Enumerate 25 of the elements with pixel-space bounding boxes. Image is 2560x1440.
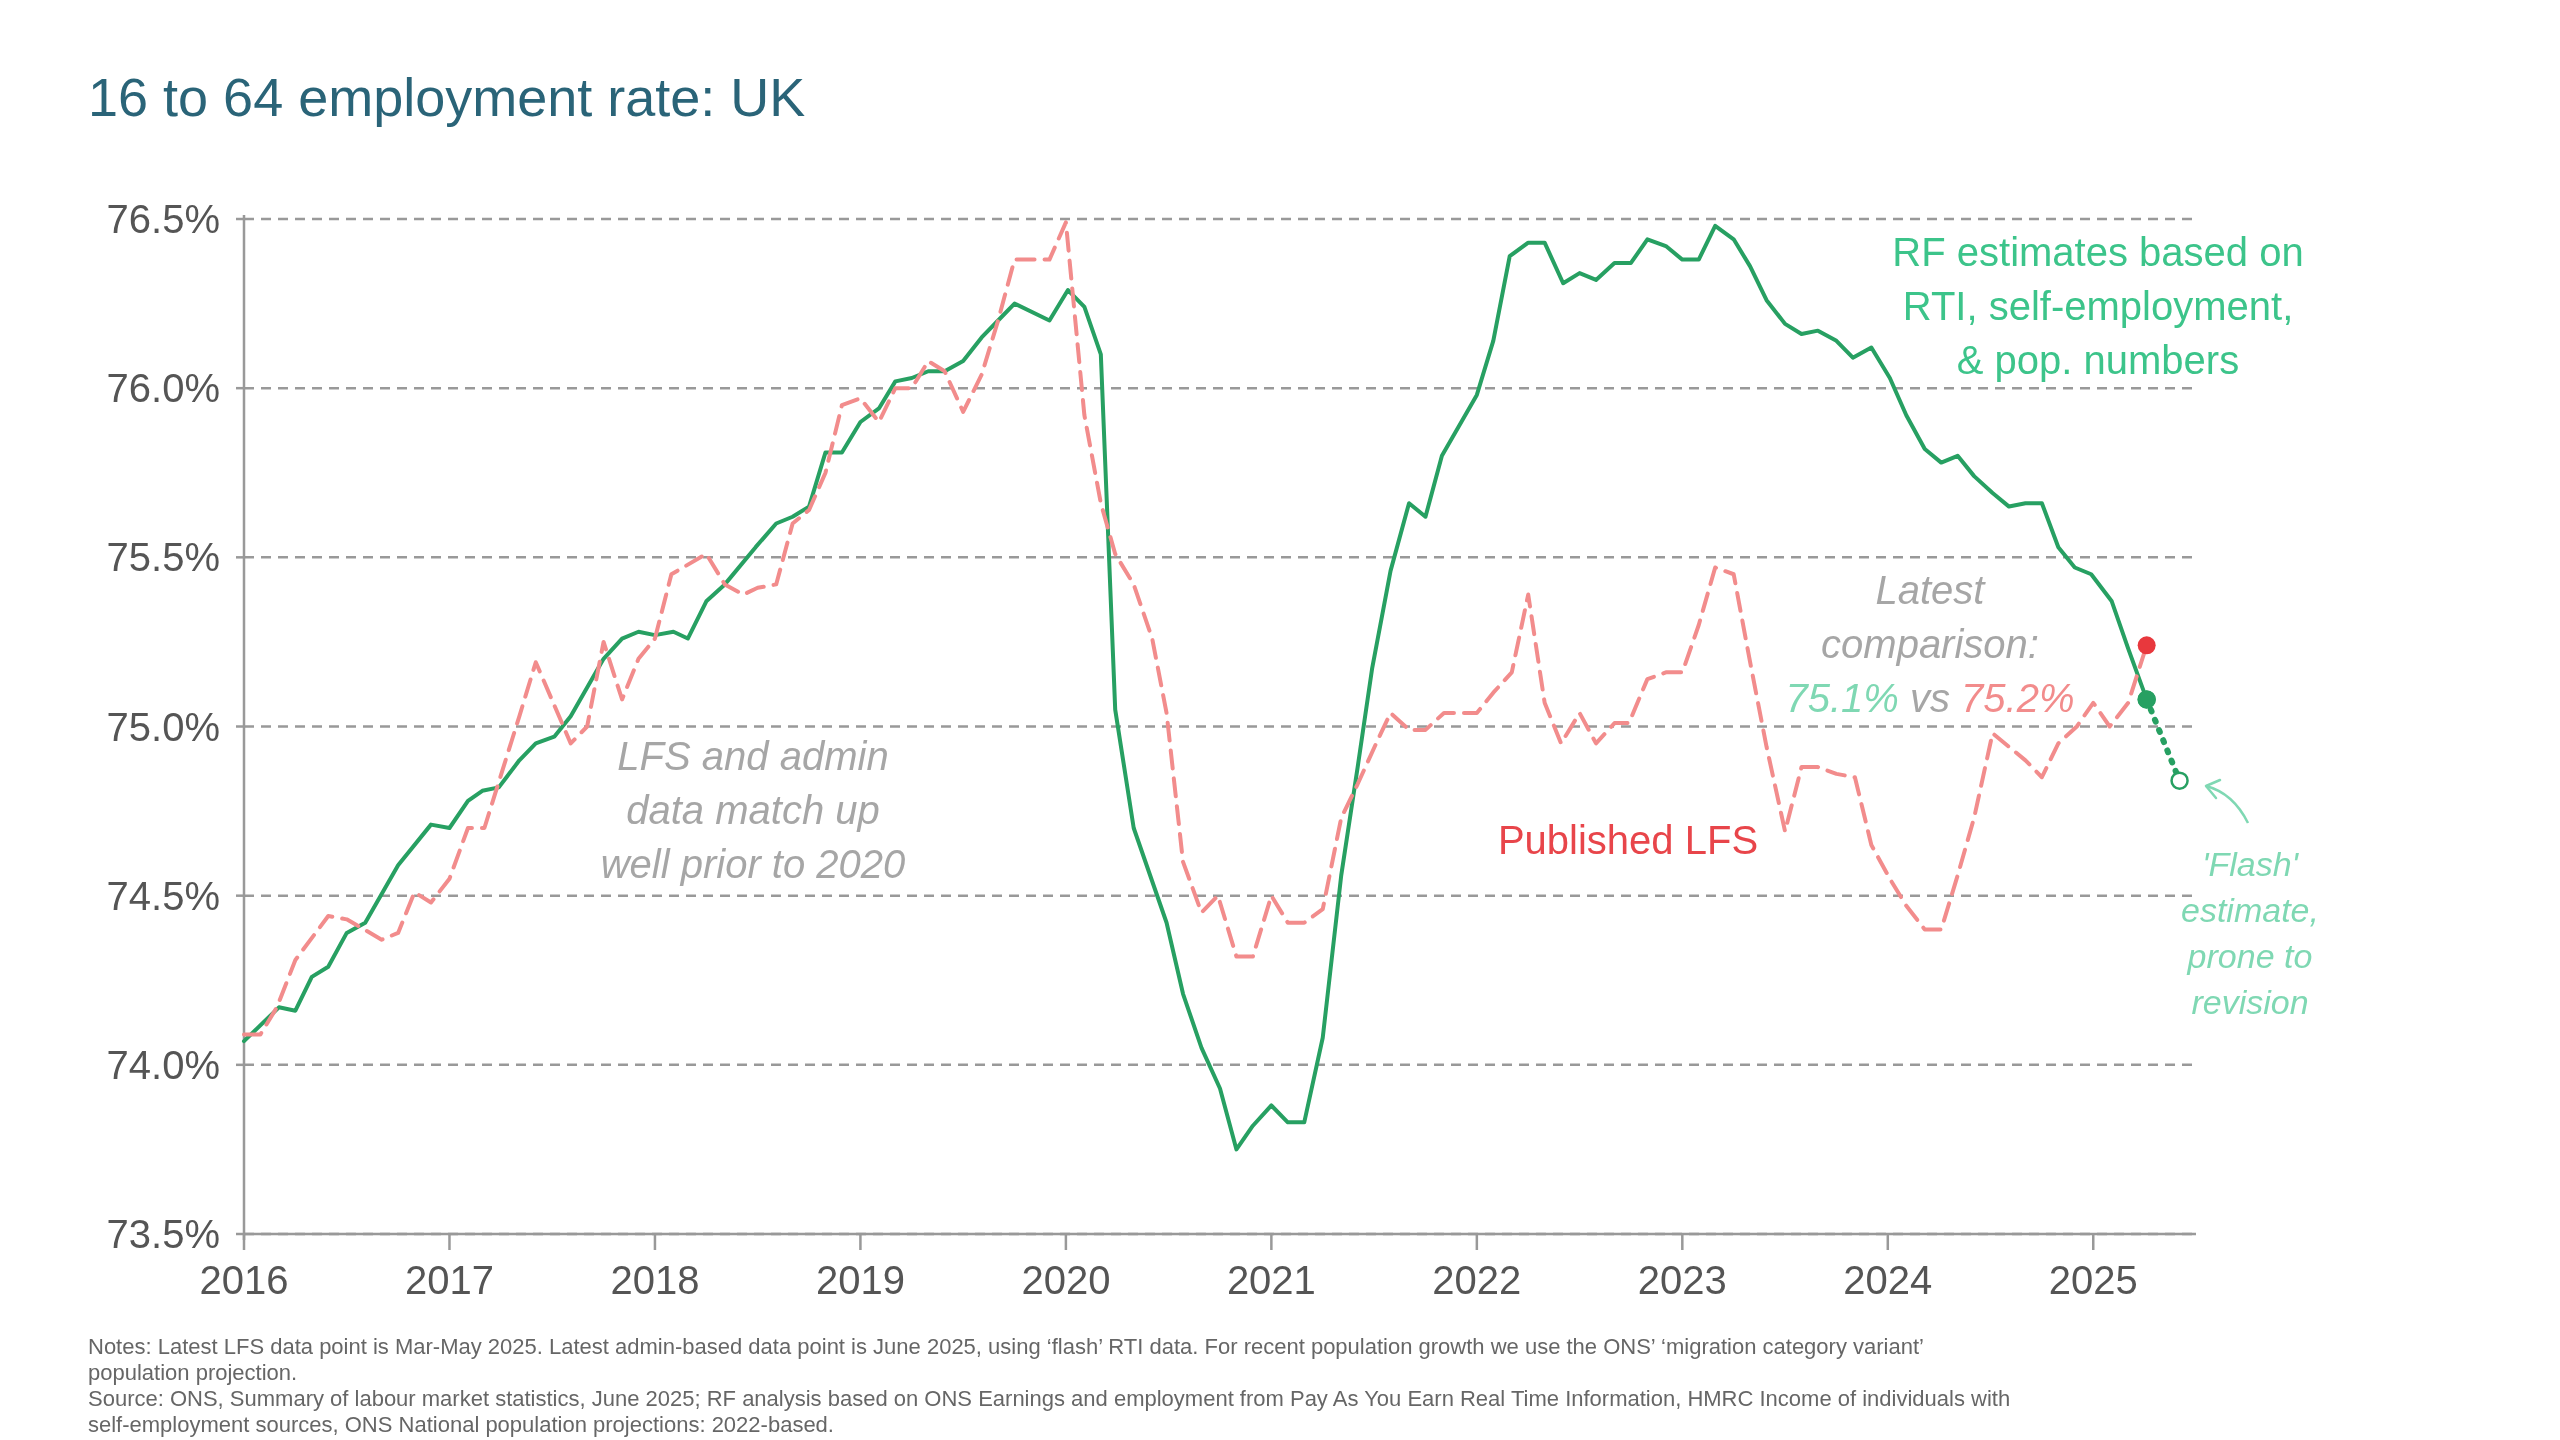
x-tick-label: 2025 [2048,1258,2138,1302]
x-tick-label: 2024 [1843,1258,1933,1302]
x-tick-label: 2022 [1432,1258,1522,1302]
annotation: LFS and admin data match up well prior to 2020 [600,734,906,886]
x-tick-label: 2023 [1637,1258,1727,1302]
x-tick-label: 2017 [404,1258,494,1302]
series-label: Published LFS [1497,818,1759,862]
x-tick-label: 2021 [1226,1258,1316,1302]
y-tick-label: 76.0% [106,366,220,411]
chart-title: 16 to 64 employment rate: UK [88,67,806,127]
y-tick-label: 74.5% [106,873,220,918]
y-tick-label: 75.5% [106,535,220,580]
annotation: 'Flash' estimate, prone to revision [2181,845,2319,1021]
x-tick-label: 2020 [1021,1258,1111,1302]
y-tick-label: 73.5% [106,1212,220,1256]
x-tick-label: 2016 [199,1258,289,1302]
text: Notes: Latest LFS data point is Mar-May 2025. Latest admin-based data point is June 2025, using ‘flash’ RTI data. For recent population growth we use the ONS’ ‘migration category variant’ population projection. [88,1334,1924,1385]
y-tick-label: 74.0% [106,1042,220,1087]
x-tick-label: 2018 [610,1258,700,1302]
series-label: RF estimates based on RTI, self-employment, & pop. numbers [1892,230,2304,382]
source-note: Source: ONS, Summary of labour market statistics, June 2025; RF analysis based on ONS Earnings and employment from Pay As You Earn Real Time Information, HMRC Income of individuals with self-employment sources, ONS National population projections: 2022-based. [88,1386,2011,1437]
y-tick-label: 75.0% [106,704,220,749]
x-tick-label: 2019 [815,1258,905,1302]
annotation: Latest comparison: 75.1% vs 75.2% [1785,568,2075,720]
y-tick-label: 76.5% [106,197,220,241]
